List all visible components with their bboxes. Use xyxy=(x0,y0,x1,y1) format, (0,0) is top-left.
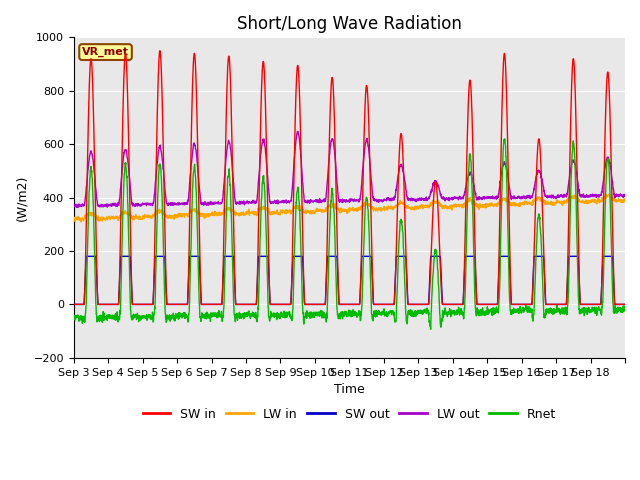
Rnet xyxy=(516,309,524,315)
LW in xyxy=(621,198,629,204)
LW out xyxy=(74,204,81,210)
SW in xyxy=(621,301,629,307)
SW in xyxy=(70,301,77,307)
SW out xyxy=(83,253,90,259)
LW in xyxy=(244,210,252,216)
Rnet xyxy=(614,304,621,310)
LW in xyxy=(516,202,524,207)
LW in xyxy=(614,198,621,204)
Rnet xyxy=(125,241,132,247)
SW in xyxy=(547,301,554,307)
Line: SW out: SW out xyxy=(74,256,625,304)
Line: LW out: LW out xyxy=(74,132,625,207)
LW in xyxy=(383,206,390,212)
LW in xyxy=(77,219,85,225)
LW in xyxy=(70,217,77,223)
SW out xyxy=(516,301,524,307)
Title: Short/Long Wave Radiation: Short/Long Wave Radiation xyxy=(237,15,462,33)
SW out xyxy=(70,301,77,307)
SW out xyxy=(547,301,554,307)
Rnet xyxy=(70,317,77,323)
LW in xyxy=(547,201,554,207)
Line: LW in: LW in xyxy=(74,194,625,222)
SW in xyxy=(383,301,390,307)
SW out xyxy=(125,253,133,259)
SW out xyxy=(244,301,252,307)
Rnet xyxy=(500,136,508,142)
LW out xyxy=(383,196,390,202)
LW out xyxy=(516,195,524,201)
SW in xyxy=(125,149,132,155)
SW out xyxy=(614,301,621,307)
LW in xyxy=(605,191,613,197)
LW out xyxy=(621,192,629,198)
Legend: SW in, LW in, SW out, LW out, Rnet: SW in, LW in, SW out, LW out, Rnet xyxy=(138,403,561,425)
SW in xyxy=(156,48,164,54)
SW in xyxy=(614,301,621,307)
LW out xyxy=(125,173,133,179)
Text: VR_met: VR_met xyxy=(82,47,129,57)
Rnet xyxy=(621,306,629,312)
SW in xyxy=(516,301,524,307)
Rnet xyxy=(383,309,390,314)
Rnet xyxy=(427,326,435,332)
LW in xyxy=(125,210,133,216)
SW out xyxy=(621,301,629,307)
LW out xyxy=(614,192,621,198)
Line: Rnet: Rnet xyxy=(74,139,625,329)
Line: SW in: SW in xyxy=(74,51,625,304)
LW out xyxy=(244,200,252,205)
SW in xyxy=(244,301,252,307)
LW out xyxy=(70,203,77,208)
LW out xyxy=(294,129,301,134)
Rnet xyxy=(244,309,252,315)
X-axis label: Time: Time xyxy=(334,383,365,396)
SW out xyxy=(383,301,390,307)
Y-axis label: (W/m2): (W/m2) xyxy=(15,174,28,221)
LW out xyxy=(547,194,555,200)
Rnet xyxy=(547,308,555,314)
